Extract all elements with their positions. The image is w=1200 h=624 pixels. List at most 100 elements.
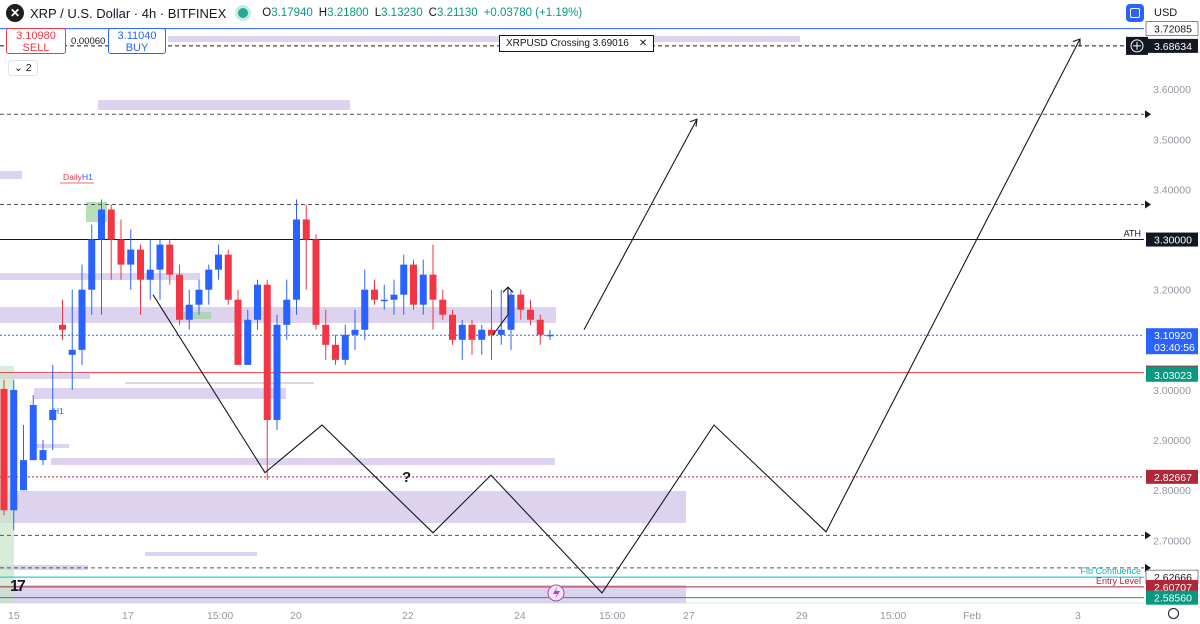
candle-body	[176, 274, 183, 320]
candle-body	[410, 264, 417, 305]
supply-demand-zone	[0, 273, 200, 280]
candle-body	[312, 239, 320, 325]
ohlc-open: O3.17940	[262, 7, 313, 19]
ohlc-change: +0.03780 (+1.19%)	[483, 7, 583, 19]
candle-body	[293, 219, 300, 300]
price-axis-tag	[1146, 579, 1198, 594]
candle-body	[117, 239, 125, 265]
plus-circle-icon	[1130, 39, 1144, 53]
candle-body	[215, 254, 222, 270]
supply-demand-zone	[0, 491, 686, 523]
x-tick-label: 17	[122, 610, 134, 622]
x-tick-label: 3	[1075, 610, 1081, 622]
level-arrow-marker	[1145, 200, 1151, 209]
price-axis-tag	[1146, 367, 1198, 382]
alert-text: XRPUSD Crossing 3.69016	[506, 38, 629, 49]
candle-body	[351, 329, 359, 335]
candle-body	[419, 274, 427, 305]
symbol-header: ✕ XRP / U.S. Dollar · 4h · BITFINEX O3.1…	[0, 0, 588, 26]
y-tick-label: 2.70000	[1153, 535, 1191, 547]
price-axis-tag-label: 3.30000	[1154, 235, 1192, 247]
x-tick-label: 20	[290, 610, 302, 622]
buy-button[interactable]: 3.11040 BUY	[108, 28, 166, 54]
candle-body	[400, 264, 408, 295]
candle-body	[527, 309, 534, 320]
price-axis-tag	[1146, 469, 1198, 484]
indicators-toggle[interactable]: ⌄ 2	[8, 60, 38, 76]
supply-demand-zone	[0, 171, 22, 179]
y-tick-label: 3.60000	[1153, 84, 1191, 96]
level-tag: Fib Confluence	[1080, 566, 1141, 576]
price-axis-tag	[1146, 38, 1198, 53]
candle-body	[59, 324, 66, 330]
candle-body	[449, 314, 456, 340]
x-tick-label: 15:00	[207, 610, 233, 622]
close-icon[interactable]: ✕	[638, 38, 648, 49]
level-tag: Entry Level	[1096, 576, 1141, 586]
alert-label[interactable]: XRPUSD Crossing 3.69016 ✕	[499, 35, 655, 52]
candle-body	[205, 269, 213, 290]
y-tick-label: 2.80000	[1153, 485, 1191, 497]
chevron-down-icon: ⌄	[14, 62, 23, 74]
candle-body	[185, 304, 193, 320]
candle-body	[468, 324, 476, 340]
sell-label: SELL	[22, 42, 50, 54]
level-arrow-marker	[1145, 531, 1151, 540]
price-axis-tag-label: 3.03023	[1154, 370, 1192, 382]
x-tick-label: 15:00	[880, 610, 906, 622]
ohlc-low: L3.13230	[374, 7, 423, 19]
candle-body	[507, 294, 515, 330]
candle-body	[341, 334, 349, 360]
candle-body	[380, 299, 388, 302]
price-axis-tag-label: 3.10920	[1154, 330, 1192, 342]
supply-demand-zone	[0, 307, 556, 323]
candle-body	[127, 249, 135, 265]
supply-demand-zone	[33, 444, 69, 448]
supply-demand-zone	[98, 100, 350, 110]
price-axis-tag-label: 2.58560	[1154, 593, 1192, 605]
x-tick-label: 27	[683, 610, 695, 622]
candle-body	[458, 324, 466, 340]
annotation-daily: Daily	[63, 172, 83, 182]
candle-body	[166, 244, 174, 275]
price-axis-tag	[1146, 590, 1198, 605]
candle-body	[0, 388, 8, 511]
price-axis-tag	[1146, 328, 1198, 355]
buy-price: 3.11040	[117, 30, 157, 42]
candle-body	[68, 349, 76, 355]
spread-value: 0.00060	[71, 36, 106, 47]
projection-path	[152, 38, 1081, 594]
indicators-count: 2	[25, 62, 32, 74]
candle-body	[20, 460, 27, 491]
candle-body	[488, 329, 495, 335]
candle-body	[98, 209, 105, 240]
supply-demand-zone	[0, 585, 686, 603]
gear-icon[interactable]	[1168, 608, 1179, 619]
candle-body	[546, 334, 554, 337]
candle-body	[536, 319, 544, 335]
symbol-title[interactable]: XRP / U.S. Dollar · 4h · BITFINEX	[30, 5, 227, 21]
compare-symbol-icon[interactable]	[1126, 4, 1144, 22]
countdown-label: 03:40:56	[1154, 342, 1195, 354]
annotation-question: ?	[402, 469, 411, 486]
arrowhead-icon	[502, 286, 514, 293]
price-axis-tag-label: 3.68634	[1154, 41, 1192, 53]
candle-body	[39, 450, 47, 461]
candle-body	[195, 289, 203, 305]
candle-body	[107, 209, 115, 240]
currency-select[interactable]: USD	[1154, 7, 1178, 19]
candle-body	[137, 249, 144, 280]
arrowhead-icon	[1072, 38, 1081, 47]
sell-button[interactable]: 3.10980 SELL	[6, 28, 66, 54]
candle-body	[49, 410, 57, 421]
x-tick-label: 15	[8, 610, 20, 622]
y-tick-label: 3.20000	[1153, 285, 1191, 297]
candle-body	[156, 244, 164, 270]
projection-path	[492, 287, 509, 336]
x-tick-label: Feb	[963, 610, 981, 622]
candle-body	[283, 299, 291, 325]
candle-body	[263, 284, 271, 421]
candle-body	[302, 219, 310, 240]
candle-body	[224, 254, 232, 300]
